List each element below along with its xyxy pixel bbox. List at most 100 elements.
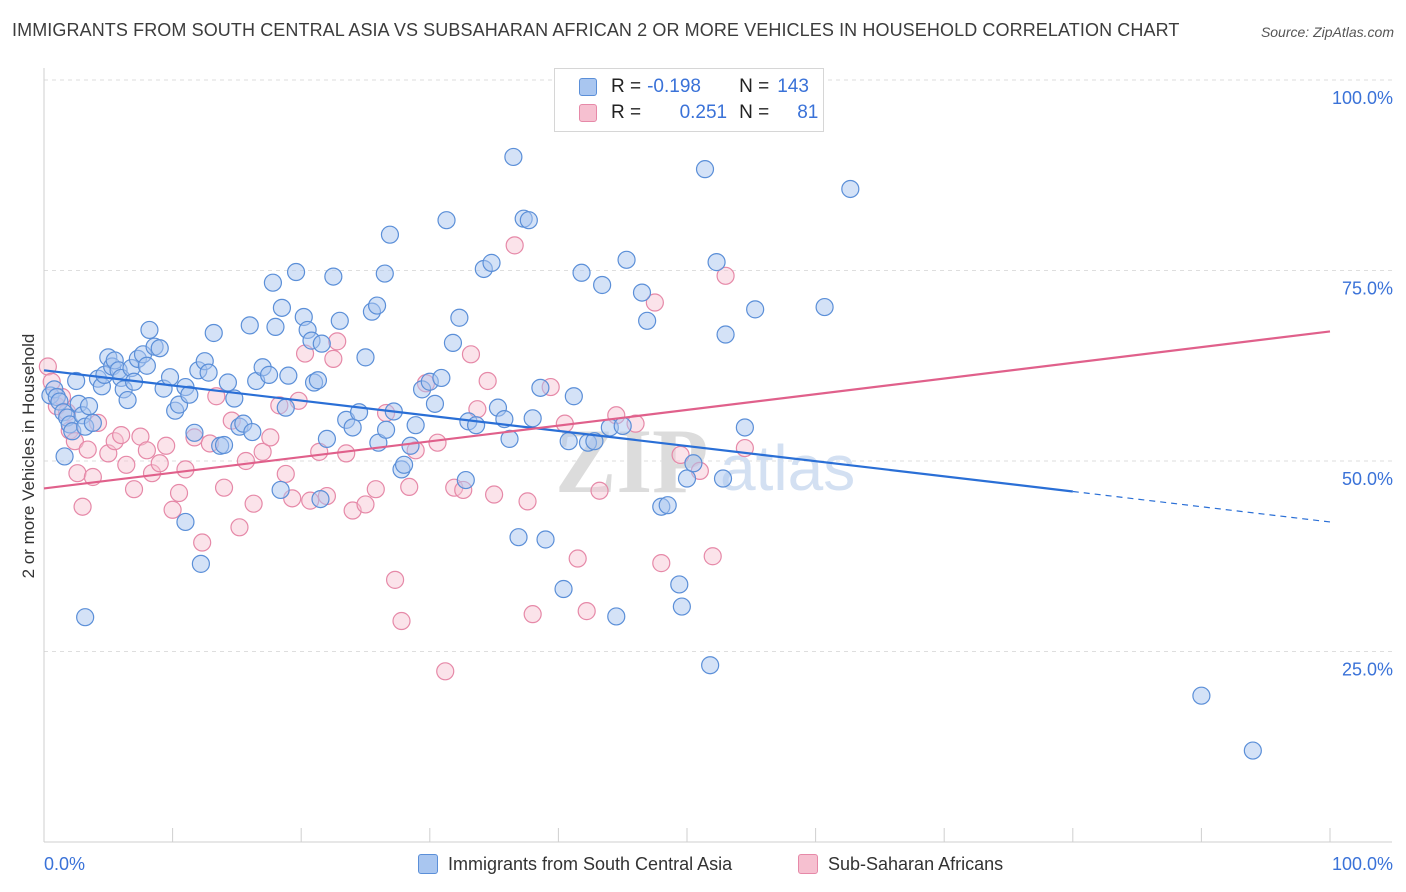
data-point-south-central-asia — [286, 262, 306, 282]
data-point-subsaharan — [428, 433, 447, 452]
data-point-south-central-asia — [841, 179, 860, 199]
data-point-south-central-asia — [670, 575, 689, 594]
data-point-south-central-asia — [585, 432, 604, 451]
legend-item-subsaharan[interactable]: Sub-Saharan Africans — [798, 850, 1003, 878]
stats-row-pink: R = 0.251 N = 81 — [579, 101, 818, 125]
legend-swatch-blue — [418, 854, 438, 874]
data-point-south-central-asia — [266, 317, 285, 336]
data-point-subsaharan — [137, 441, 156, 460]
data-point-south-central-asia — [367, 296, 387, 315]
data-point-subsaharan — [505, 236, 524, 255]
data-point-subsaharan — [112, 425, 131, 445]
tick-labels: 25.0% 50.0% 75.0% 100.0% 0.0% 100.0% — [44, 88, 1393, 874]
data-point-subsaharan — [73, 497, 92, 516]
data-point-subsaharan — [671, 445, 690, 465]
data-point-south-central-asia — [632, 283, 652, 302]
data-point-south-central-asia — [509, 528, 528, 547]
data-point-south-central-asia — [140, 320, 159, 340]
data-point-subsaharan — [568, 549, 587, 568]
data-point-south-central-asia — [564, 387, 583, 406]
data-point-south-central-asia — [214, 435, 234, 455]
data-point-south-central-asia — [263, 273, 283, 292]
data-point-subsaharan — [236, 451, 256, 471]
data-point-south-central-asia — [707, 253, 726, 272]
data-point-subsaharan — [337, 444, 356, 463]
data-point-south-central-asia — [638, 311, 657, 330]
data-point-subsaharan — [276, 464, 295, 484]
data-point-subsaharan — [652, 554, 671, 573]
data-point-south-central-asia — [137, 356, 156, 375]
data-point-south-central-asia — [76, 608, 95, 627]
data-point-south-central-asia — [243, 422, 262, 442]
data-point-subsaharan — [230, 518, 249, 537]
data-point-south-central-asia — [713, 469, 733, 488]
data-point-south-central-asia — [79, 397, 99, 416]
data-point-subsaharan — [645, 293, 664, 312]
series-south-central-asia-points — [41, 147, 1262, 760]
y-tick-label: 25.0% — [1342, 660, 1393, 680]
data-point-south-central-asia — [519, 211, 538, 230]
data-point-subsaharan — [157, 436, 176, 455]
data-point-south-central-asia — [330, 311, 349, 330]
data-point-south-central-asia — [67, 371, 86, 391]
stats-row-blue: R = -0.198 N = 143 — [579, 75, 809, 99]
legend-label-south-central-asia: Immigrants from South Central Asia — [448, 853, 733, 874]
data-point-south-central-asia — [343, 418, 362, 437]
data-point-south-central-asia — [118, 390, 137, 410]
data-point-subsaharan — [366, 480, 385, 499]
trend-line-south-central-asia-extension — [1072, 490, 1331, 523]
data-point-south-central-asia — [425, 394, 445, 413]
data-point-south-central-asia — [380, 225, 400, 244]
watermark-atlas: atlas — [720, 432, 855, 504]
n-value-blue: 143 — [777, 76, 809, 97]
data-point-south-central-asia — [684, 454, 703, 473]
data-point-subsaharan — [577, 602, 596, 621]
data-point-south-central-asia — [311, 490, 330, 509]
data-point-south-central-asia — [375, 264, 394, 283]
data-point-south-central-asia — [554, 579, 573, 599]
data-point-south-central-asia — [658, 496, 677, 515]
n-label: N = — [739, 76, 770, 97]
r-value-pink: 0.251 — [679, 102, 728, 123]
legend-swatch-pink — [798, 854, 818, 874]
data-point-south-central-asia — [531, 378, 550, 397]
y-axis-label: 2 or more Vehicles in Household — [19, 334, 38, 579]
r-value-blue: -0.198 — [647, 76, 701, 97]
data-point-south-central-asia — [406, 416, 425, 435]
data-point-south-central-asia — [500, 429, 519, 449]
data-point-south-central-asia — [466, 416, 486, 435]
blue-swatch — [579, 78, 597, 96]
data-point-subsaharan — [261, 428, 280, 447]
pink-swatch — [579, 104, 597, 122]
data-point-subsaharan — [518, 492, 537, 511]
data-point-subsaharan — [253, 442, 272, 461]
y-tick-label: 75.0% — [1342, 279, 1393, 299]
data-point-south-central-asia — [815, 297, 834, 317]
data-point-south-central-asia — [456, 470, 475, 490]
r-label: R = — [611, 102, 642, 123]
chart-title: IMMIGRANTS FROM SOUTH CENTRAL ASIA VS SU… — [12, 20, 1180, 40]
source-label: Source: ZipAtlas.com — [1260, 24, 1394, 40]
data-point-south-central-asia — [279, 366, 298, 385]
data-point-south-central-asia — [394, 455, 414, 474]
data-point-subsaharan — [78, 440, 97, 459]
data-point-subsaharan — [703, 547, 722, 566]
data-point-south-central-asia — [677, 469, 697, 488]
data-point-south-central-asia — [55, 447, 74, 466]
data-point-south-central-asia — [199, 363, 218, 382]
data-point-south-central-asia — [1192, 686, 1211, 705]
data-point-south-central-asia — [504, 147, 523, 167]
n-value-pink: 81 — [797, 102, 819, 123]
data-point-south-central-asia — [443, 333, 463, 352]
stats-legend: R = -0.198 N = 143 R = 0.251 N = 81 — [554, 68, 824, 132]
data-point-south-central-asia — [376, 420, 396, 439]
data-point-south-central-asia — [432, 368, 451, 388]
grid-lines — [44, 79, 1392, 652]
data-point-south-central-asia — [523, 409, 542, 428]
trend-lines — [43, 330, 1331, 523]
data-point-subsaharan — [328, 332, 347, 351]
legend-item-south-central-asia[interactable]: Immigrants from South Central Asia — [418, 850, 732, 878]
data-point-south-central-asia — [437, 211, 456, 230]
data-point-subsaharan — [356, 495, 375, 514]
data-point-south-central-asia — [272, 298, 292, 317]
